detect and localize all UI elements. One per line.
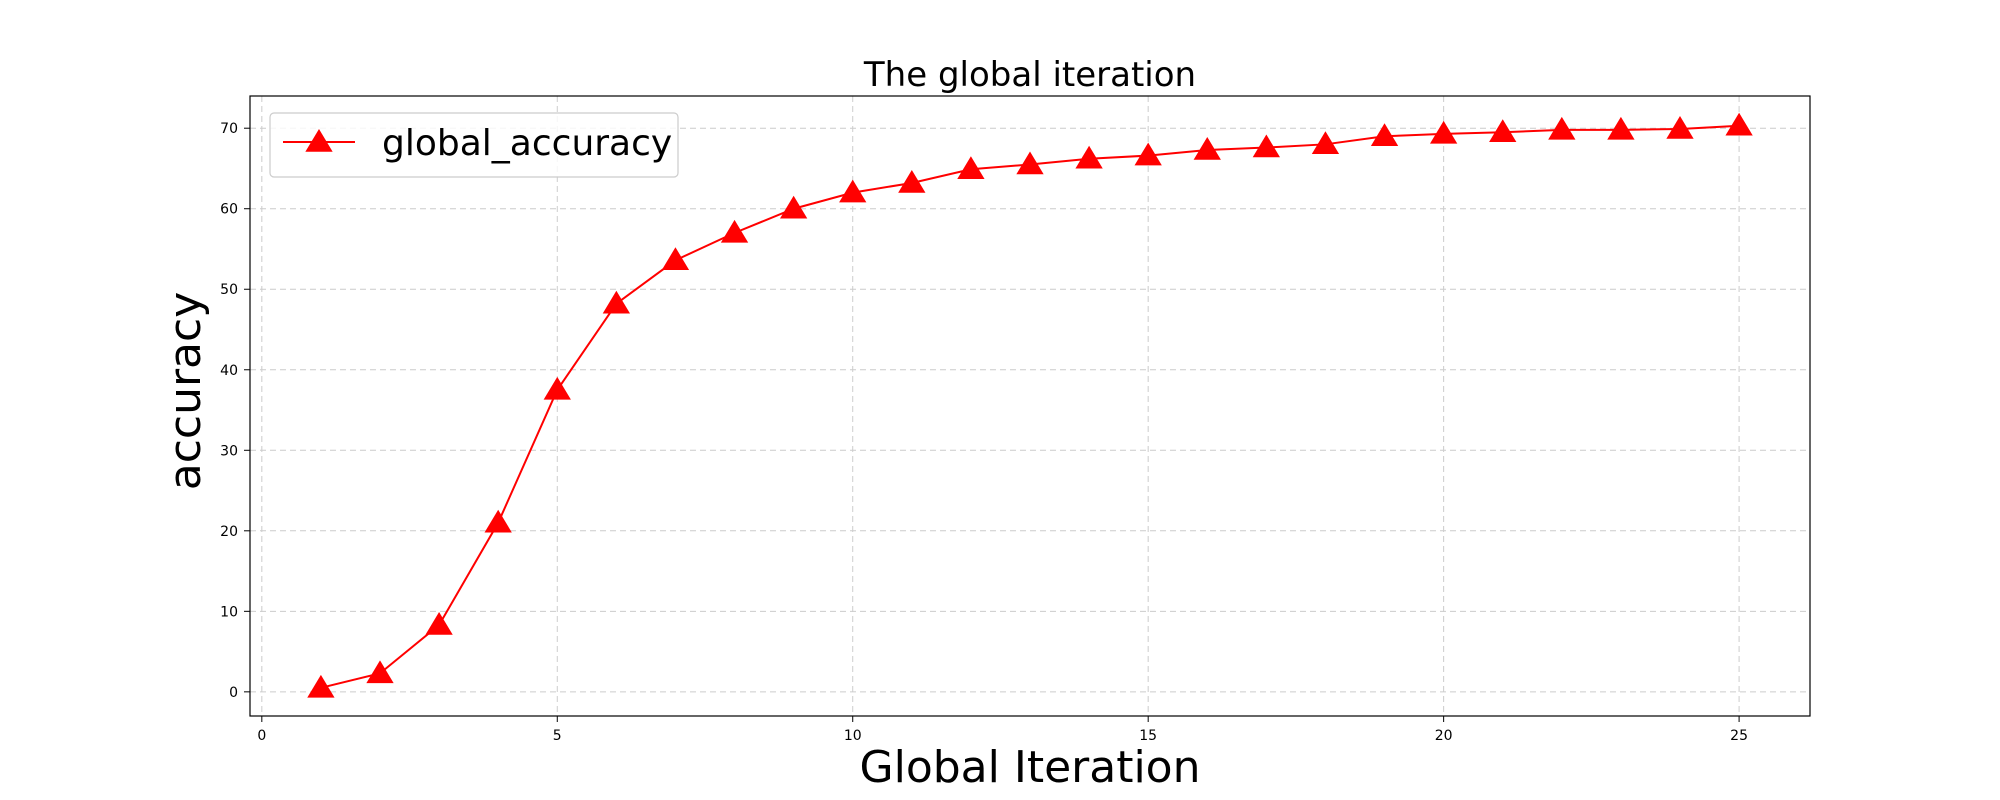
- x-tick-label: 20: [1435, 728, 1453, 744]
- data-point-marker: [1548, 116, 1576, 140]
- data-point-marker: [484, 509, 512, 533]
- data-point-marker: [602, 290, 631, 314]
- y-tick-label: 0: [229, 685, 238, 701]
- legend-box: [269, 112, 679, 178]
- series-line-global_accuracy: [320, 124, 1740, 689]
- y-tick-label: 70: [220, 121, 238, 137]
- y-tick-label: 60: [220, 202, 238, 218]
- data-point-marker: [1075, 145, 1103, 169]
- data-point-marker: [307, 674, 335, 698]
- data-point-marker: [1193, 136, 1221, 160]
- y-tick-label: 20: [220, 524, 238, 540]
- x-tick-label: 10: [844, 728, 862, 744]
- data-point-marker: [1370, 123, 1399, 147]
- grid-lines: [250, 96, 1810, 716]
- series-layer: [307, 112, 1753, 698]
- data-point-marker: [720, 219, 749, 243]
- y-axis-label: accuracy: [160, 292, 211, 491]
- data-point-marker: [839, 179, 867, 203]
- data-point-marker: [1134, 142, 1162, 166]
- x-axis-ticks: 0 5 10 15 20 25: [257, 716, 1748, 744]
- data-point-marker: [661, 247, 690, 271]
- data-point-marker: [1666, 116, 1694, 139]
- data-point-marker: [1252, 134, 1281, 158]
- data-point-marker: [543, 376, 571, 400]
- data-point-marker: [1311, 131, 1340, 155]
- data-point-marker: [898, 169, 926, 193]
- plot-frame: [249, 95, 1811, 717]
- y-axis-ticks: 0 10 20 30 40 50 60 70: [220, 121, 250, 701]
- data-point-marker: [425, 612, 453, 635]
- legend: global_accuracy: [269, 112, 679, 178]
- data-point-marker: [779, 195, 808, 219]
- x-tick-label: 25: [1730, 728, 1748, 744]
- x-tick-label: 15: [1139, 728, 1157, 744]
- legend-marker-triangle: [305, 129, 333, 152]
- data-point-marker: [1429, 120, 1458, 144]
- data-point-marker: [957, 156, 985, 180]
- data-point-marker: [1489, 119, 1517, 142]
- data-point-marker: [1016, 151, 1044, 175]
- x-tick-label: 0: [257, 728, 266, 744]
- x-tick-label: 5: [553, 728, 562, 744]
- chart-title: The global iteration: [863, 55, 1196, 95]
- x-axis-label: Global Iteration: [860, 742, 1201, 793]
- data-point-marker: [366, 660, 394, 684]
- y-tick-label: 50: [220, 282, 238, 298]
- y-tick-label: 10: [220, 604, 238, 620]
- legend-label: global_accuracy: [382, 123, 672, 164]
- data-point-marker: [1725, 112, 1753, 136]
- data-point-marker: [1607, 116, 1635, 140]
- y-tick-label: 40: [220, 363, 238, 379]
- y-tick-label: 30: [220, 443, 238, 459]
